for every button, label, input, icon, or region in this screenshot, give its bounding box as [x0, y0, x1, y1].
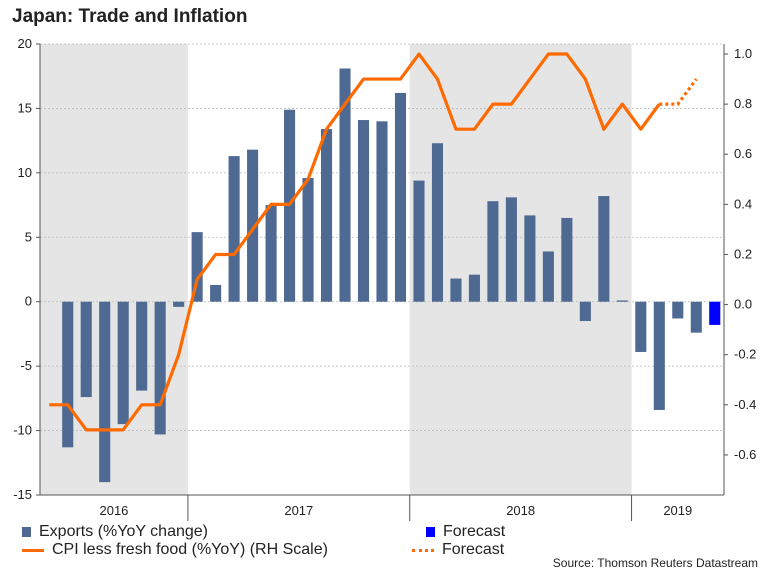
export-bar [173, 301, 185, 307]
export-bar [265, 205, 277, 302]
export-bar [561, 217, 573, 302]
right-tick-label: 0.4 [734, 196, 752, 211]
cpi-series-line [49, 52, 661, 432]
export-bar [487, 201, 499, 302]
export-bar [154, 301, 166, 435]
right-tick-label: 0.2 [734, 246, 752, 261]
year-label: 2018 [506, 503, 535, 518]
export-bar [598, 196, 610, 302]
legend-exports-forecast-label: Forecast [443, 523, 506, 540]
right-tick-label: -0.2 [734, 347, 756, 362]
left-tick-label: 20 [18, 36, 32, 51]
export-bar [339, 68, 351, 302]
export-bar [302, 178, 314, 302]
right-tick-label: -0.4 [734, 397, 756, 412]
legend-cpi-label: CPI less fresh food (%YoY) (RH Scale) [52, 541, 328, 558]
export-bar [672, 301, 684, 319]
export-bar [579, 301, 591, 322]
export-bar [413, 180, 425, 302]
legend-exports: Exports (%YoY change) [22, 523, 208, 541]
legend-cpi-forecast: Forecast [412, 541, 504, 559]
export-bar [616, 300, 628, 302]
year-label: 2019 [663, 503, 692, 518]
right-tick-label: 0.8 [734, 96, 752, 111]
legend-cpi: CPI less fresh food (%YoY) (RH Scale) [22, 541, 328, 559]
right-tick-label: -0.6 [734, 447, 756, 462]
legend-exports-label: Exports (%YoY change) [39, 523, 208, 540]
left-tick-label: -5 [20, 358, 32, 373]
right-tick-label: 1.0 [734, 46, 752, 61]
shade-band-2018 [409, 44, 632, 495]
left-tick-label: -10 [13, 423, 32, 438]
export-bar [136, 301, 148, 391]
export-bar [210, 284, 222, 302]
right-tick-label: 0.0 [734, 297, 752, 312]
cpi-swatch [22, 548, 44, 552]
export-bar [191, 232, 203, 302]
export-bar [80, 301, 92, 398]
left-tick-label: 5 [25, 229, 32, 244]
export-bar [431, 143, 444, 302]
export-bar [542, 251, 554, 302]
year-label: 2017 [284, 503, 313, 518]
export-bar [228, 156, 240, 302]
chart-title: Japan: Trade and Inflation [12, 6, 248, 27]
export-bar [99, 301, 111, 483]
export-bar [690, 301, 702, 333]
cpi-forecast-swatch [412, 548, 434, 552]
export-bar [320, 129, 333, 302]
cpi-line [49, 52, 698, 432]
year-label: 2016 [99, 503, 128, 518]
left-tick-label: 15 [18, 100, 32, 115]
left-tick-label: -15 [13, 487, 32, 502]
left-tick-label: 0 [25, 294, 32, 309]
exports-forecast-swatch [426, 527, 435, 537]
source-note: Source: Thomson Reuters Datastream [552, 556, 758, 570]
right-tick-label: 0.6 [734, 146, 752, 161]
export-bar [394, 92, 407, 302]
export-bar [468, 274, 480, 302]
exports-swatch [22, 527, 31, 537]
export-bar [117, 301, 129, 425]
export-bar [247, 149, 259, 302]
export-bar [524, 215, 536, 302]
cpi-forecast-line [659, 78, 698, 106]
export-bar [357, 120, 370, 302]
export-bar [62, 301, 74, 448]
export-bar [450, 278, 462, 302]
export-bar [505, 197, 517, 302]
left-tick-label: 10 [18, 165, 32, 180]
axis-labels: 20 15 10 5 0 -5 -10 -15 1.0 0.8 0.6 0.4 0.2 0.0 -0.2 -0… [13, 36, 756, 518]
export-bar [653, 301, 665, 410]
export-bars [62, 68, 721, 483]
export-forecast-bar [709, 301, 721, 325]
legend-exports-forecast: Forecast [426, 523, 505, 541]
export-bar [635, 301, 647, 352]
axes [36, 43, 728, 521]
export-bar [376, 121, 388, 302]
legend-cpi-forecast-label: Forecast [442, 541, 505, 558]
